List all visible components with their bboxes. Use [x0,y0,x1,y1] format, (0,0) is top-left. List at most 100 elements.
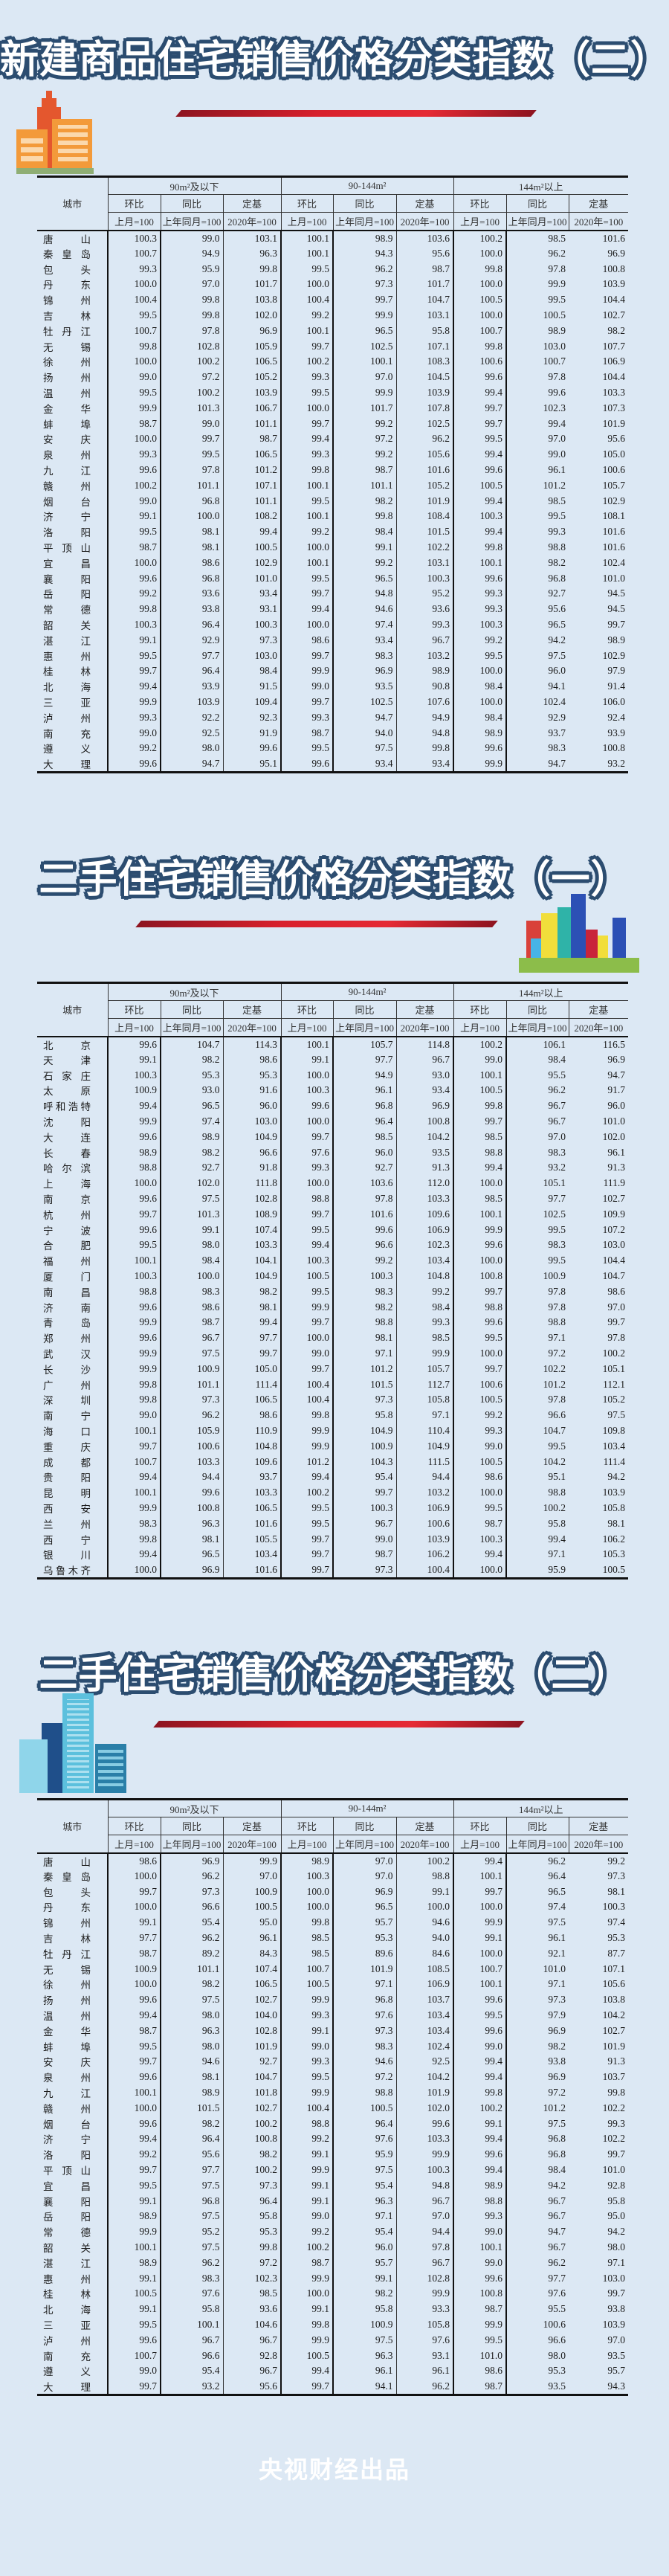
index-value-cell: 94.7 [548,2226,566,2238]
index-value-cell: 108.5 [396,1961,455,1977]
index-value-cell: 94.2 [548,2179,566,2191]
index-value-cell: 114.8 [396,1036,455,1052]
index-value-cell: 100.3 [453,616,508,633]
table-row: 南昌 98.8 98.3 98.2 99.5 98.3 99.2 99.7 97.8 98.6 [37,1284,628,1300]
index-value-cell: 96.9 [161,1562,224,1579]
index-value-cell: 98.2 [333,1299,397,1316]
index-value-cell: 98.9 [281,1852,334,1869]
column-header-base: 2020年=100 [222,212,282,231]
index-value-cell: 98.5 [333,1129,397,1145]
index-value-cell: 100.6 [453,354,508,370]
index-value-cell: 93.0 [161,1083,224,1098]
index-value-cell: 96.1 [223,1930,282,1946]
index-value-cell: 102.2 [602,2102,626,2113]
city-cell: 贵阳 [37,1469,109,1485]
city-name: 温州 [43,2011,91,2023]
index-value-cell: 100.3 [602,1901,626,1913]
index-value-cell: 104.0 [223,2007,282,2023]
resale-homes-price-index-table-2: 城市 90m²及以下 90-144m² 144m²以上 环比 同比 定基 环比 同比 定基 环比 同比… [37,1798,629,2396]
index-value-cell: 94.2 [607,1471,626,1483]
index-value-cell: 98.9 [453,725,508,741]
city-cell: 沈阳 [37,1113,109,1130]
index-value-cell: 97.7 [161,648,224,664]
index-value-cell: 96.7 [396,2255,455,2271]
index-value-cell: 98.7 [108,539,161,556]
table-row: 惠州 99.1 98.3 102.3 99.9 99.1 102.8 99.6 97.7 103.… [37,2270,628,2287]
column-header-metric: 环比 [280,194,334,213]
table-row: 丹东 100.0 96.6 100.5 100.0 96.5 100.0 100.0 97.4 1… [37,1899,628,1915]
index-value-cell: 99.6 [108,2116,161,2132]
index-value-cell: 109.6 [223,1454,282,1470]
city-name: 襄阳 [43,573,91,585]
index-value-cell: 101.1 [223,493,282,509]
index-value-cell: 100.3 [396,570,455,587]
index-value-cell: 93.3 [396,2301,455,2317]
index-value-cell: 100.5 [333,2100,397,2116]
city-name: 平顶山 [43,2166,91,2177]
index-value-cell: 98.0 [161,741,224,756]
table-row: 常德 99.8 93.8 93.1 99.4 94.6 93.6 99.3 95.6 94.5 [37,601,628,617]
index-value-cell: 98.5 [281,1945,334,1962]
index-value-cell: 97.0 [223,1868,282,1884]
city-cell: 常德 [37,601,109,617]
index-value-cell: 99.9 [396,1345,455,1362]
index-value-cell: 109.4 [223,694,282,710]
index-value-cell: 99.4 [453,2069,508,2085]
column-header-metric: 环比 [280,1000,334,1019]
red-divider-bar [153,1721,525,1727]
index-value-cell: 96.2 [548,247,566,259]
city-name: 九江 [43,2088,91,2100]
index-value-cell: 94.4 [396,2224,455,2240]
city-cell: 桂林 [37,663,109,679]
column-header-metric: 环比 [107,1000,161,1019]
index-value-cell: 92.5 [396,2054,455,2070]
index-value-cell: 99.7 [453,1113,508,1130]
index-value-cell: 107.1 [602,1962,626,1974]
index-value-cell: 106.5 [223,1977,282,1992]
index-value-cell: 98.3 [333,1284,397,1300]
city-cell: 丹东 [37,1899,109,1915]
index-value-cell: 103.3 [161,1454,224,1470]
index-value-cell: 98.8 [108,1160,161,1176]
city-name: 岳阳 [43,2212,91,2224]
index-value-cell: 100.5 [223,1899,282,1915]
city-name: 吉林 [43,311,91,323]
index-value-cell: 99.7 [281,1562,334,1579]
city-name: 秦皇岛 [43,1871,91,1883]
index-value-cell: 95.1 [223,756,282,773]
index-value-cell: 100.0 [281,1884,334,1900]
index-value-cell: 100.1 [281,323,334,339]
city-cell: 唐山 [37,230,109,246]
index-value-cell: 97.5 [333,2332,397,2348]
index-value-cell: 100.0 [453,1945,508,1962]
city-name: 湛江 [43,635,91,647]
index-value-cell: 100.9 [333,1438,397,1455]
index-value-cell: 99.6 [281,756,334,773]
index-value-cell: 98.0 [161,1237,224,1253]
table-row: 深圳 99.8 97.3 106.5 100.4 97.3 105.8 100.5 97.8 10… [37,1392,628,1408]
section-title-new-homes-2: 新建商品住宅销售价格分类指数（二） [0,38,669,83]
city-cell: 大连 [37,1129,109,1145]
index-value-cell: 103.9 [161,694,224,710]
index-value-cell: 97.5 [161,1991,224,2008]
city-cell: 西安 [37,1500,109,1516]
city-cell: 湛江 [37,2255,109,2271]
table-row: 锦州 99.1 95.4 95.0 99.8 95.7 94.6 99.9 97.5 97.4 [37,1914,628,1931]
index-value-cell: 96.4 [161,663,224,679]
city-name: 烟台 [43,2119,91,2131]
index-value-cell: 98.3 [548,1239,566,1251]
index-value-cell: 101.3 [161,400,224,416]
index-value-cell: 99.2 [108,741,161,756]
index-value-cell: 103.2 [396,1484,455,1501]
index-value-cell: 103.8 [602,1994,626,2006]
index-value-cell: 96.7 [396,2193,455,2209]
index-value-cell: 98.9 [607,634,626,645]
table-row: 南京 99.6 97.5 102.8 98.8 97.8 103.3 98.5 97.7 102.… [37,1191,628,1207]
column-group-header: 144m²以上 [453,1799,629,1817]
index-value-cell: 99.6 [453,1991,508,2008]
table-row: 无锡 100.9 101.1 107.4 100.7 101.9 108.5 100.7 101… [37,1961,628,1977]
index-value-cell: 99.5 [281,1516,334,1532]
index-value-cell: 97.6 [396,2332,455,2348]
index-value-cell: 97.8 [161,323,224,339]
index-value-cell: 97.6 [333,2007,397,2023]
